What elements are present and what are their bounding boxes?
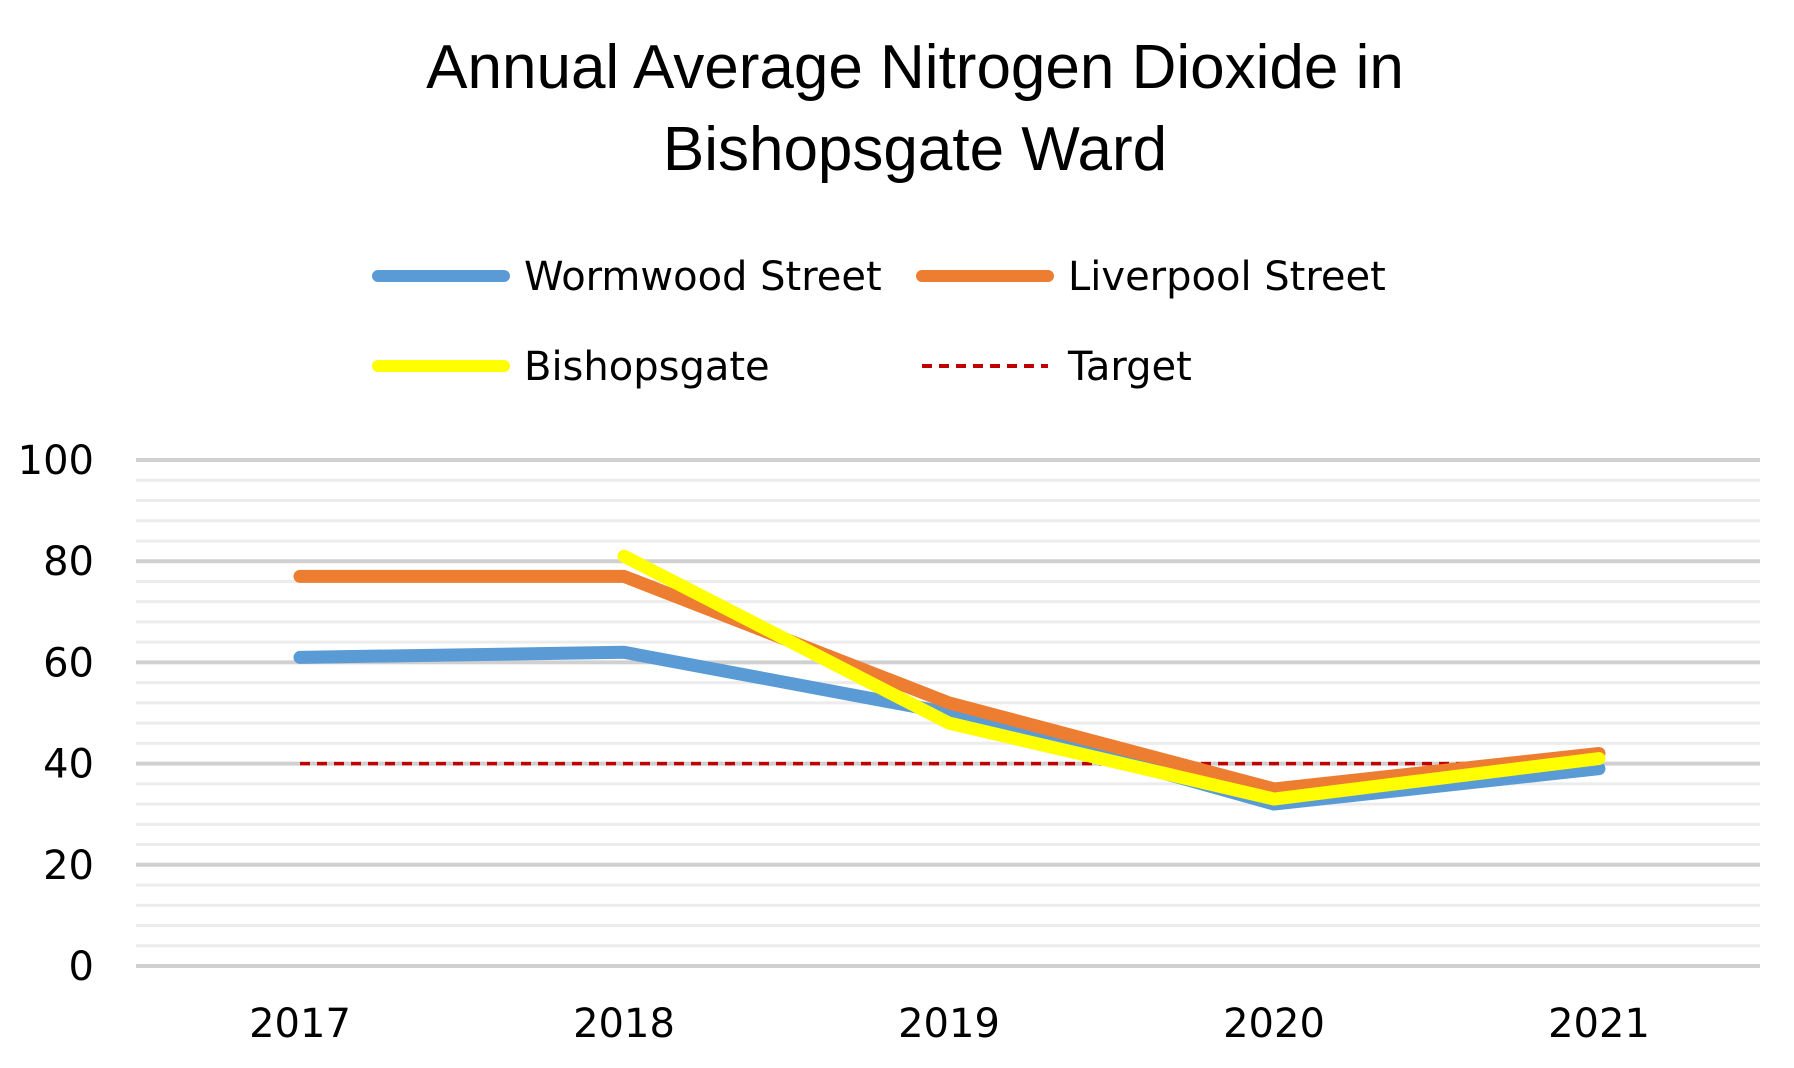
legend-label: Target bbox=[1067, 344, 1192, 390]
x-tick-label: 2020 bbox=[1223, 1001, 1325, 1047]
y-tick-label: 60 bbox=[43, 640, 94, 686]
y-tick-label: 20 bbox=[43, 843, 94, 889]
x-tick-label: 2017 bbox=[249, 1001, 351, 1047]
series-line-wormwood-street bbox=[293, 645, 1606, 811]
x-axis-ticks: 2017 2018 2019 2020 2021 bbox=[249, 1001, 1650, 1047]
x-tick-label: 2018 bbox=[573, 1001, 675, 1047]
y-tick-label: 80 bbox=[43, 539, 94, 585]
chart-title-line-1: Annual Average Nitrogen Dioxide in bbox=[426, 33, 1404, 102]
chart-title-line-2: Bishopsgate Ward bbox=[663, 115, 1167, 184]
y-tick-label: 0 bbox=[69, 944, 94, 990]
y-axis-ticks: 0 20 40 60 80 100 bbox=[18, 438, 94, 990]
series-line-liverpool-street bbox=[293, 569, 1606, 796]
legend-label: Wormwood Street bbox=[524, 254, 882, 300]
legend-item: Wormwood Street bbox=[372, 254, 882, 300]
x-tick-label: 2021 bbox=[1548, 1001, 1650, 1047]
legend-item: Liverpool Street bbox=[916, 254, 1386, 300]
y-tick-label: 100 bbox=[18, 438, 94, 484]
x-tick-label: 2019 bbox=[898, 1001, 1000, 1047]
series-layer bbox=[293, 549, 1606, 811]
legend: Wormwood Street Liverpool Street Bishopsga… bbox=[372, 254, 1386, 390]
series-line-bishopsgate bbox=[617, 549, 1606, 806]
legend-label: Liverpool Street bbox=[1068, 254, 1386, 300]
chart-title: Annual Average Nitrogen Dioxide in Bisho… bbox=[426, 33, 1404, 184]
legend-label: Bishopsgate bbox=[524, 344, 770, 390]
y-tick-label: 40 bbox=[43, 742, 94, 788]
legend-item: Target bbox=[922, 344, 1192, 390]
legend-item: Bishopsgate bbox=[372, 344, 770, 390]
